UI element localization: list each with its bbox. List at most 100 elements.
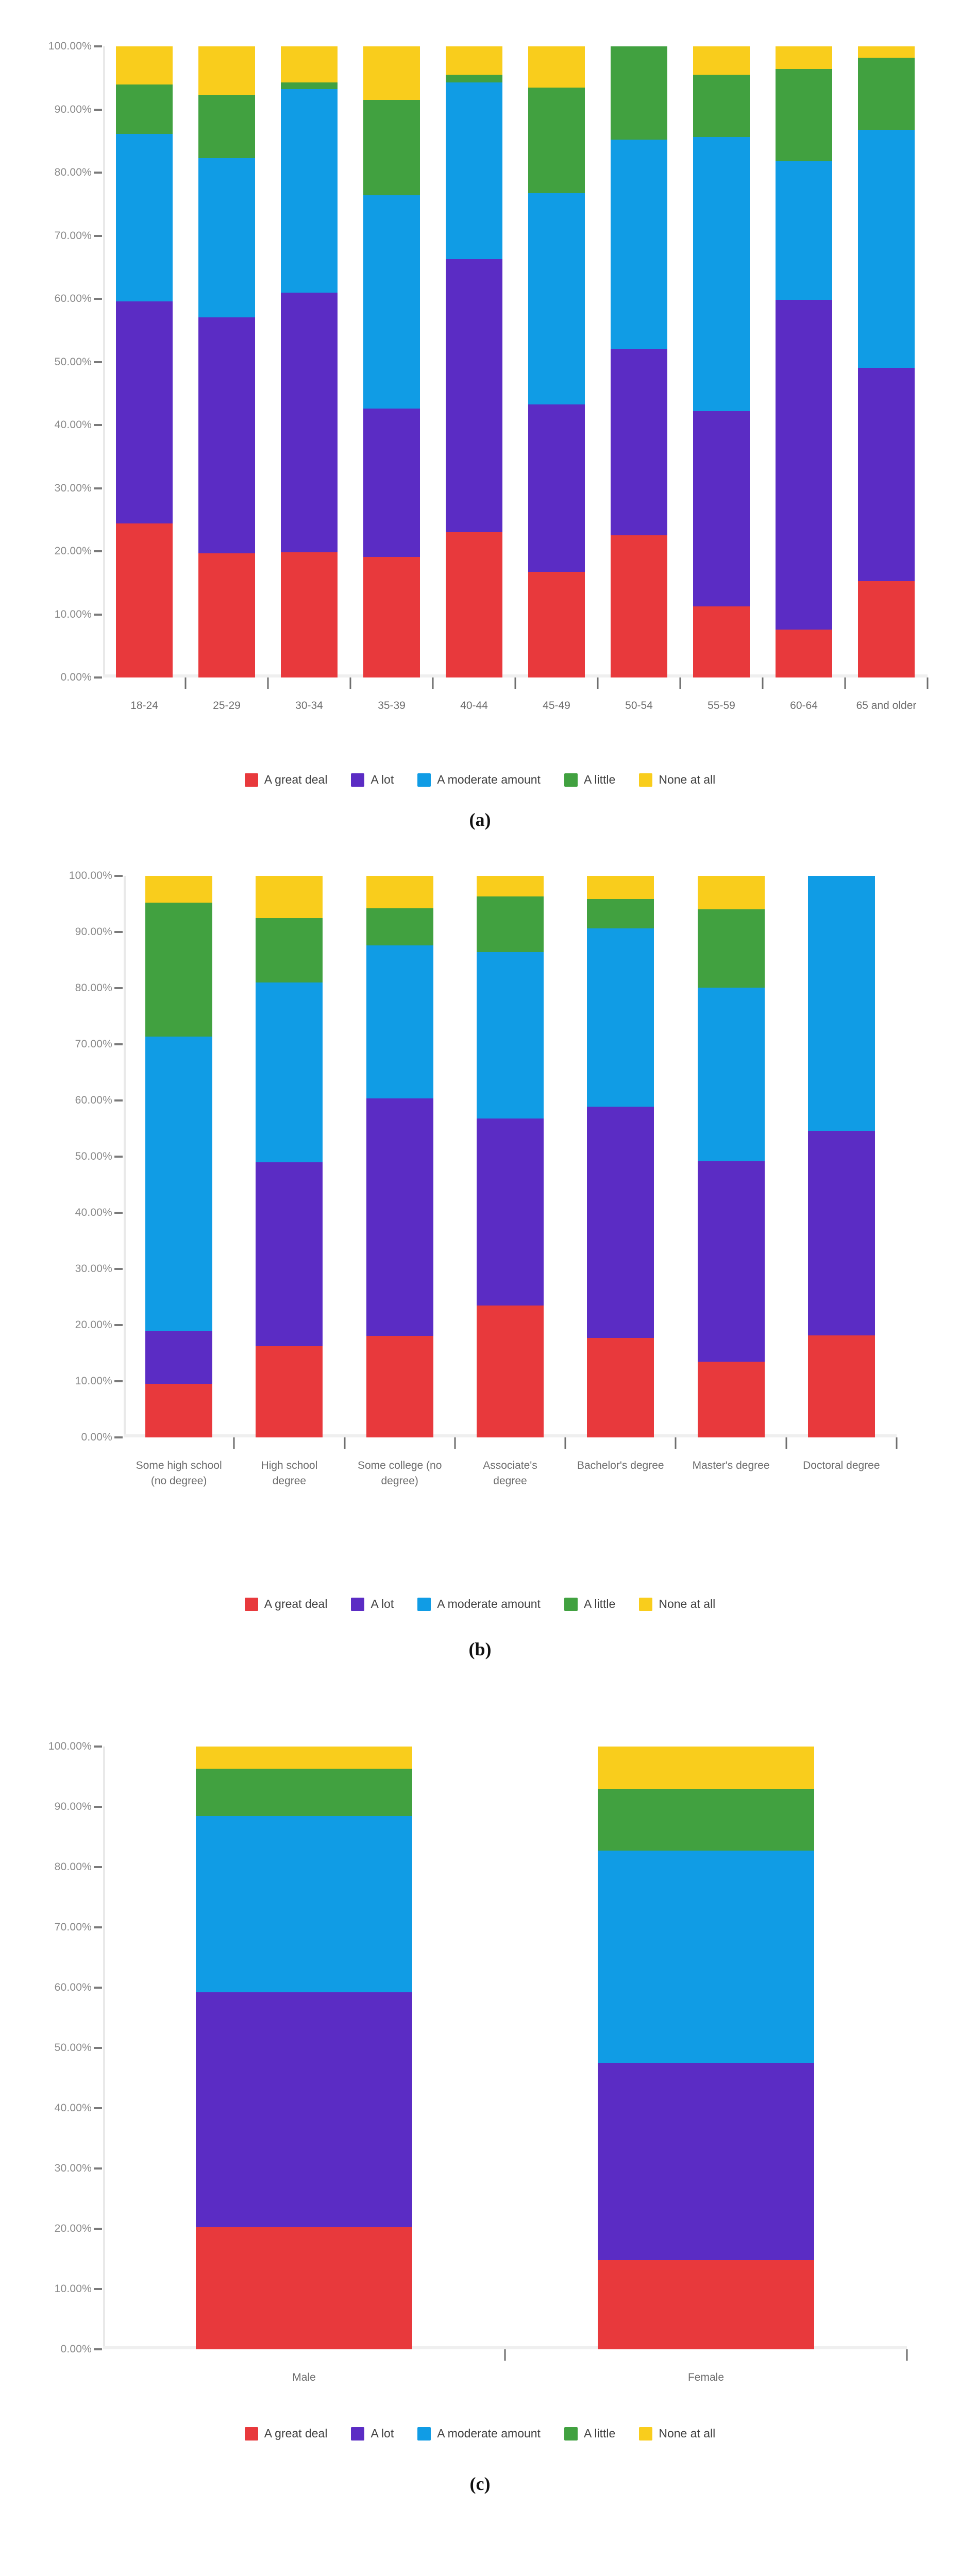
bar-segment[interactable] bbox=[198, 317, 255, 553]
bar-segment[interactable] bbox=[528, 193, 585, 404]
bar-segment[interactable] bbox=[587, 1338, 654, 1437]
bar-segment[interactable] bbox=[366, 945, 433, 1098]
bar-segment[interactable] bbox=[366, 1098, 433, 1336]
stacked-bar[interactable] bbox=[281, 46, 338, 677]
bar-segment[interactable] bbox=[587, 876, 654, 899]
bar-segment[interactable] bbox=[196, 1769, 412, 1816]
legend-item[interactable]: A little bbox=[564, 1597, 615, 1611]
bar-segment[interactable] bbox=[281, 552, 338, 677]
bar-segment[interactable] bbox=[196, 1992, 412, 2227]
bar-segment[interactable] bbox=[145, 1384, 213, 1437]
legend-item[interactable]: A great deal bbox=[244, 1597, 327, 1611]
bar-segment[interactable] bbox=[198, 553, 255, 677]
bar-segment[interactable] bbox=[587, 1107, 654, 1338]
bar-segment[interactable] bbox=[611, 348, 667, 536]
bar-segment[interactable] bbox=[598, 1788, 814, 1851]
bar-segment[interactable] bbox=[366, 876, 433, 909]
bar-segment[interactable] bbox=[198, 158, 255, 317]
legend-item[interactable]: A moderate amount bbox=[417, 773, 541, 787]
bar-segment[interactable] bbox=[116, 46, 173, 84]
bar-segment[interactable] bbox=[281, 292, 338, 553]
bar-segment[interactable] bbox=[858, 46, 915, 58]
legend-item[interactable]: None at all bbox=[639, 1597, 715, 1611]
stacked-bar[interactable] bbox=[198, 46, 255, 677]
bar-segment[interactable] bbox=[598, 2063, 814, 2260]
legend-item[interactable]: A lot bbox=[351, 773, 394, 787]
bar-segment[interactable] bbox=[446, 532, 502, 677]
bar-segment[interactable] bbox=[807, 1335, 875, 1437]
bar-segment[interactable] bbox=[256, 1346, 323, 1437]
stacked-bar[interactable] bbox=[145, 876, 213, 1437]
stacked-bar[interactable] bbox=[363, 46, 420, 677]
bar-segment[interactable] bbox=[598, 2260, 814, 2349]
bar-segment[interactable] bbox=[858, 129, 915, 368]
bar-segment[interactable] bbox=[198, 95, 255, 158]
bar-segment[interactable] bbox=[776, 46, 832, 70]
stacked-bar[interactable] bbox=[693, 46, 750, 677]
bar-segment[interactable] bbox=[446, 46, 502, 75]
legend-item[interactable]: A little bbox=[564, 773, 615, 787]
bar-segment[interactable] bbox=[477, 1305, 544, 1437]
stacked-bar[interactable] bbox=[858, 46, 915, 677]
bar-segment[interactable] bbox=[196, 1816, 412, 1993]
bar-segment[interactable] bbox=[776, 629, 832, 677]
bar-segment[interactable] bbox=[697, 909, 765, 988]
stacked-bar[interactable] bbox=[598, 1747, 814, 2349]
bar-segment[interactable] bbox=[446, 259, 502, 533]
bar-segment[interactable] bbox=[611, 140, 667, 349]
bar-segment[interactable] bbox=[116, 134, 173, 301]
bar-segment[interactable] bbox=[366, 908, 433, 946]
bar-segment[interactable] bbox=[366, 1335, 433, 1437]
bar-segment[interactable] bbox=[807, 876, 875, 1131]
legend-item[interactable]: A lot bbox=[351, 2427, 394, 2441]
bar-segment[interactable] bbox=[693, 606, 750, 677]
bar-segment[interactable] bbox=[116, 84, 173, 134]
bar-segment[interactable] bbox=[528, 404, 585, 572]
legend-item[interactable]: None at all bbox=[639, 2427, 715, 2441]
bar-segment[interactable] bbox=[446, 82, 502, 259]
bar-segment[interactable] bbox=[598, 1851, 814, 2063]
bar-segment[interactable] bbox=[697, 876, 765, 910]
bar-segment[interactable] bbox=[281, 89, 338, 293]
stacked-bar[interactable] bbox=[477, 876, 544, 1437]
bar-segment[interactable] bbox=[363, 100, 420, 196]
bar-segment[interactable] bbox=[528, 87, 585, 194]
bar-segment[interactable] bbox=[281, 82, 338, 90]
bar-segment[interactable] bbox=[477, 1118, 544, 1306]
bar-segment[interactable] bbox=[116, 301, 173, 524]
stacked-bar[interactable] bbox=[446, 46, 502, 677]
bar-segment[interactable] bbox=[256, 918, 323, 983]
bar-segment[interactable] bbox=[116, 523, 173, 677]
bar-segment[interactable] bbox=[693, 137, 750, 412]
bar-segment[interactable] bbox=[196, 2227, 412, 2349]
stacked-bar[interactable] bbox=[116, 46, 173, 677]
bar-segment[interactable] bbox=[858, 367, 915, 581]
stacked-bar[interactable] bbox=[587, 876, 654, 1437]
bar-segment[interactable] bbox=[587, 928, 654, 1107]
bar-segment[interactable] bbox=[858, 58, 915, 130]
bar-segment[interactable] bbox=[281, 46, 338, 82]
bar-segment[interactable] bbox=[528, 46, 585, 88]
bar-segment[interactable] bbox=[477, 952, 544, 1118]
bar-segment[interactable] bbox=[776, 161, 832, 300]
bar-segment[interactable] bbox=[256, 982, 323, 1162]
bar-segment[interactable] bbox=[776, 69, 832, 161]
bar-segment[interactable] bbox=[611, 535, 667, 677]
legend-item[interactable]: A great deal bbox=[244, 773, 327, 787]
bar-segment[interactable] bbox=[693, 75, 750, 138]
bar-segment[interactable] bbox=[477, 876, 544, 897]
bar-segment[interactable] bbox=[587, 899, 654, 929]
bar-segment[interactable] bbox=[145, 876, 213, 903]
bar-segment[interactable] bbox=[528, 572, 585, 677]
stacked-bar[interactable] bbox=[697, 876, 765, 1437]
bar-segment[interactable] bbox=[693, 46, 750, 75]
legend-item[interactable]: A great deal bbox=[244, 2427, 327, 2441]
legend-item[interactable]: A little bbox=[564, 2427, 615, 2441]
bar-segment[interactable] bbox=[256, 1162, 323, 1347]
bar-segment[interactable] bbox=[363, 195, 420, 409]
stacked-bar[interactable] bbox=[776, 46, 832, 677]
stacked-bar[interactable] bbox=[807, 876, 875, 1437]
bar-segment[interactable] bbox=[697, 1161, 765, 1362]
stacked-bar[interactable] bbox=[611, 46, 667, 677]
bar-segment[interactable] bbox=[256, 876, 323, 918]
